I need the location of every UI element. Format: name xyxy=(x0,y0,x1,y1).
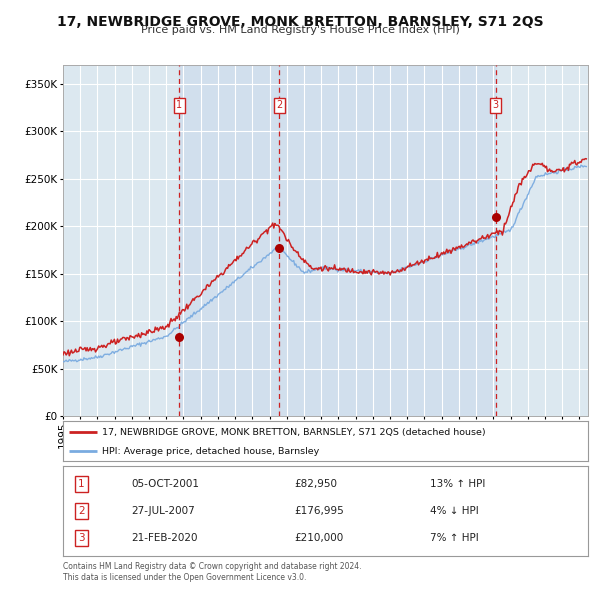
Text: 1: 1 xyxy=(176,100,182,110)
Text: 1: 1 xyxy=(78,479,85,489)
Text: 17, NEWBRIDGE GROVE, MONK BRETTON, BARNSLEY, S71 2QS (detached house): 17, NEWBRIDGE GROVE, MONK BRETTON, BARNS… xyxy=(103,428,486,437)
Text: 3: 3 xyxy=(493,100,499,110)
Text: 27-JUL-2007: 27-JUL-2007 xyxy=(131,506,195,516)
Text: 13% ↑ HPI: 13% ↑ HPI xyxy=(431,479,486,489)
Text: 7% ↑ HPI: 7% ↑ HPI xyxy=(431,533,479,543)
Text: HPI: Average price, detached house, Barnsley: HPI: Average price, detached house, Barn… xyxy=(103,447,320,456)
Bar xyxy=(179,65,280,416)
Text: 21-FEB-2020: 21-FEB-2020 xyxy=(131,533,198,543)
Text: 2: 2 xyxy=(276,100,283,110)
Text: 17, NEWBRIDGE GROVE, MONK BRETTON, BARNSLEY, S71 2QS: 17, NEWBRIDGE GROVE, MONK BRETTON, BARNS… xyxy=(56,15,544,29)
Text: £210,000: £210,000 xyxy=(294,533,343,543)
Bar xyxy=(280,65,496,416)
Text: 3: 3 xyxy=(78,533,85,543)
Text: Contains HM Land Registry data © Crown copyright and database right 2024.
This d: Contains HM Land Registry data © Crown c… xyxy=(63,562,361,582)
Text: 4% ↓ HPI: 4% ↓ HPI xyxy=(431,506,479,516)
Text: Price paid vs. HM Land Registry's House Price Index (HPI): Price paid vs. HM Land Registry's House … xyxy=(140,25,460,35)
Text: £82,950: £82,950 xyxy=(294,479,337,489)
Text: 2: 2 xyxy=(78,506,85,516)
Text: £176,995: £176,995 xyxy=(294,506,344,516)
Text: 05-OCT-2001: 05-OCT-2001 xyxy=(131,479,199,489)
